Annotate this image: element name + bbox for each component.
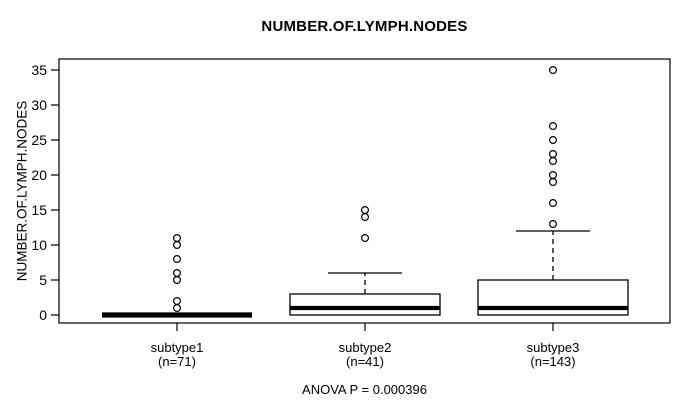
y-tick-label: 35 [31,62,47,78]
group-n-label: (n=41) [346,354,384,369]
outlier-point [548,178,557,187]
y-tick-label: 25 [31,132,47,148]
group-label-subtype2: subtype2 [339,340,392,355]
outlier-point [173,255,182,264]
outlier-point [173,297,182,306]
outlier-point [173,241,182,250]
outlier-point [548,171,557,180]
outlier-point [173,304,182,313]
y-tick-label: 15 [31,202,47,218]
outlier-point [548,199,557,208]
box-subtype2 [289,293,441,316]
outlier-point [173,276,182,285]
outlier-point [173,234,182,243]
chart-title: NUMBER.OF.LYMPH.NODES [261,18,468,35]
outlier-point [548,150,557,159]
outlier-point [361,234,370,243]
outlier-point [548,220,557,229]
outlier-point [361,206,370,215]
outlier-point [548,65,557,74]
y-tick-label: 10 [31,237,47,253]
group-label-subtype3: subtype3 [527,340,580,355]
y-tick-label: 0 [39,307,47,323]
group-label-subtype1: subtype1 [151,340,204,355]
outlier-point [173,269,182,278]
outlier-point [548,136,557,145]
y-tick-label: 30 [31,97,47,113]
group-n-label: (n=71) [158,354,196,369]
y-tick-label: 5 [39,272,47,288]
outlier-point [548,157,557,166]
outlier-point [361,213,370,222]
group-n-label: (n=143) [530,354,575,369]
outlier-point [548,121,557,130]
anova-p-text: ANOVA P = 0.000396 [302,382,427,397]
y-tick-label: 20 [31,167,47,183]
